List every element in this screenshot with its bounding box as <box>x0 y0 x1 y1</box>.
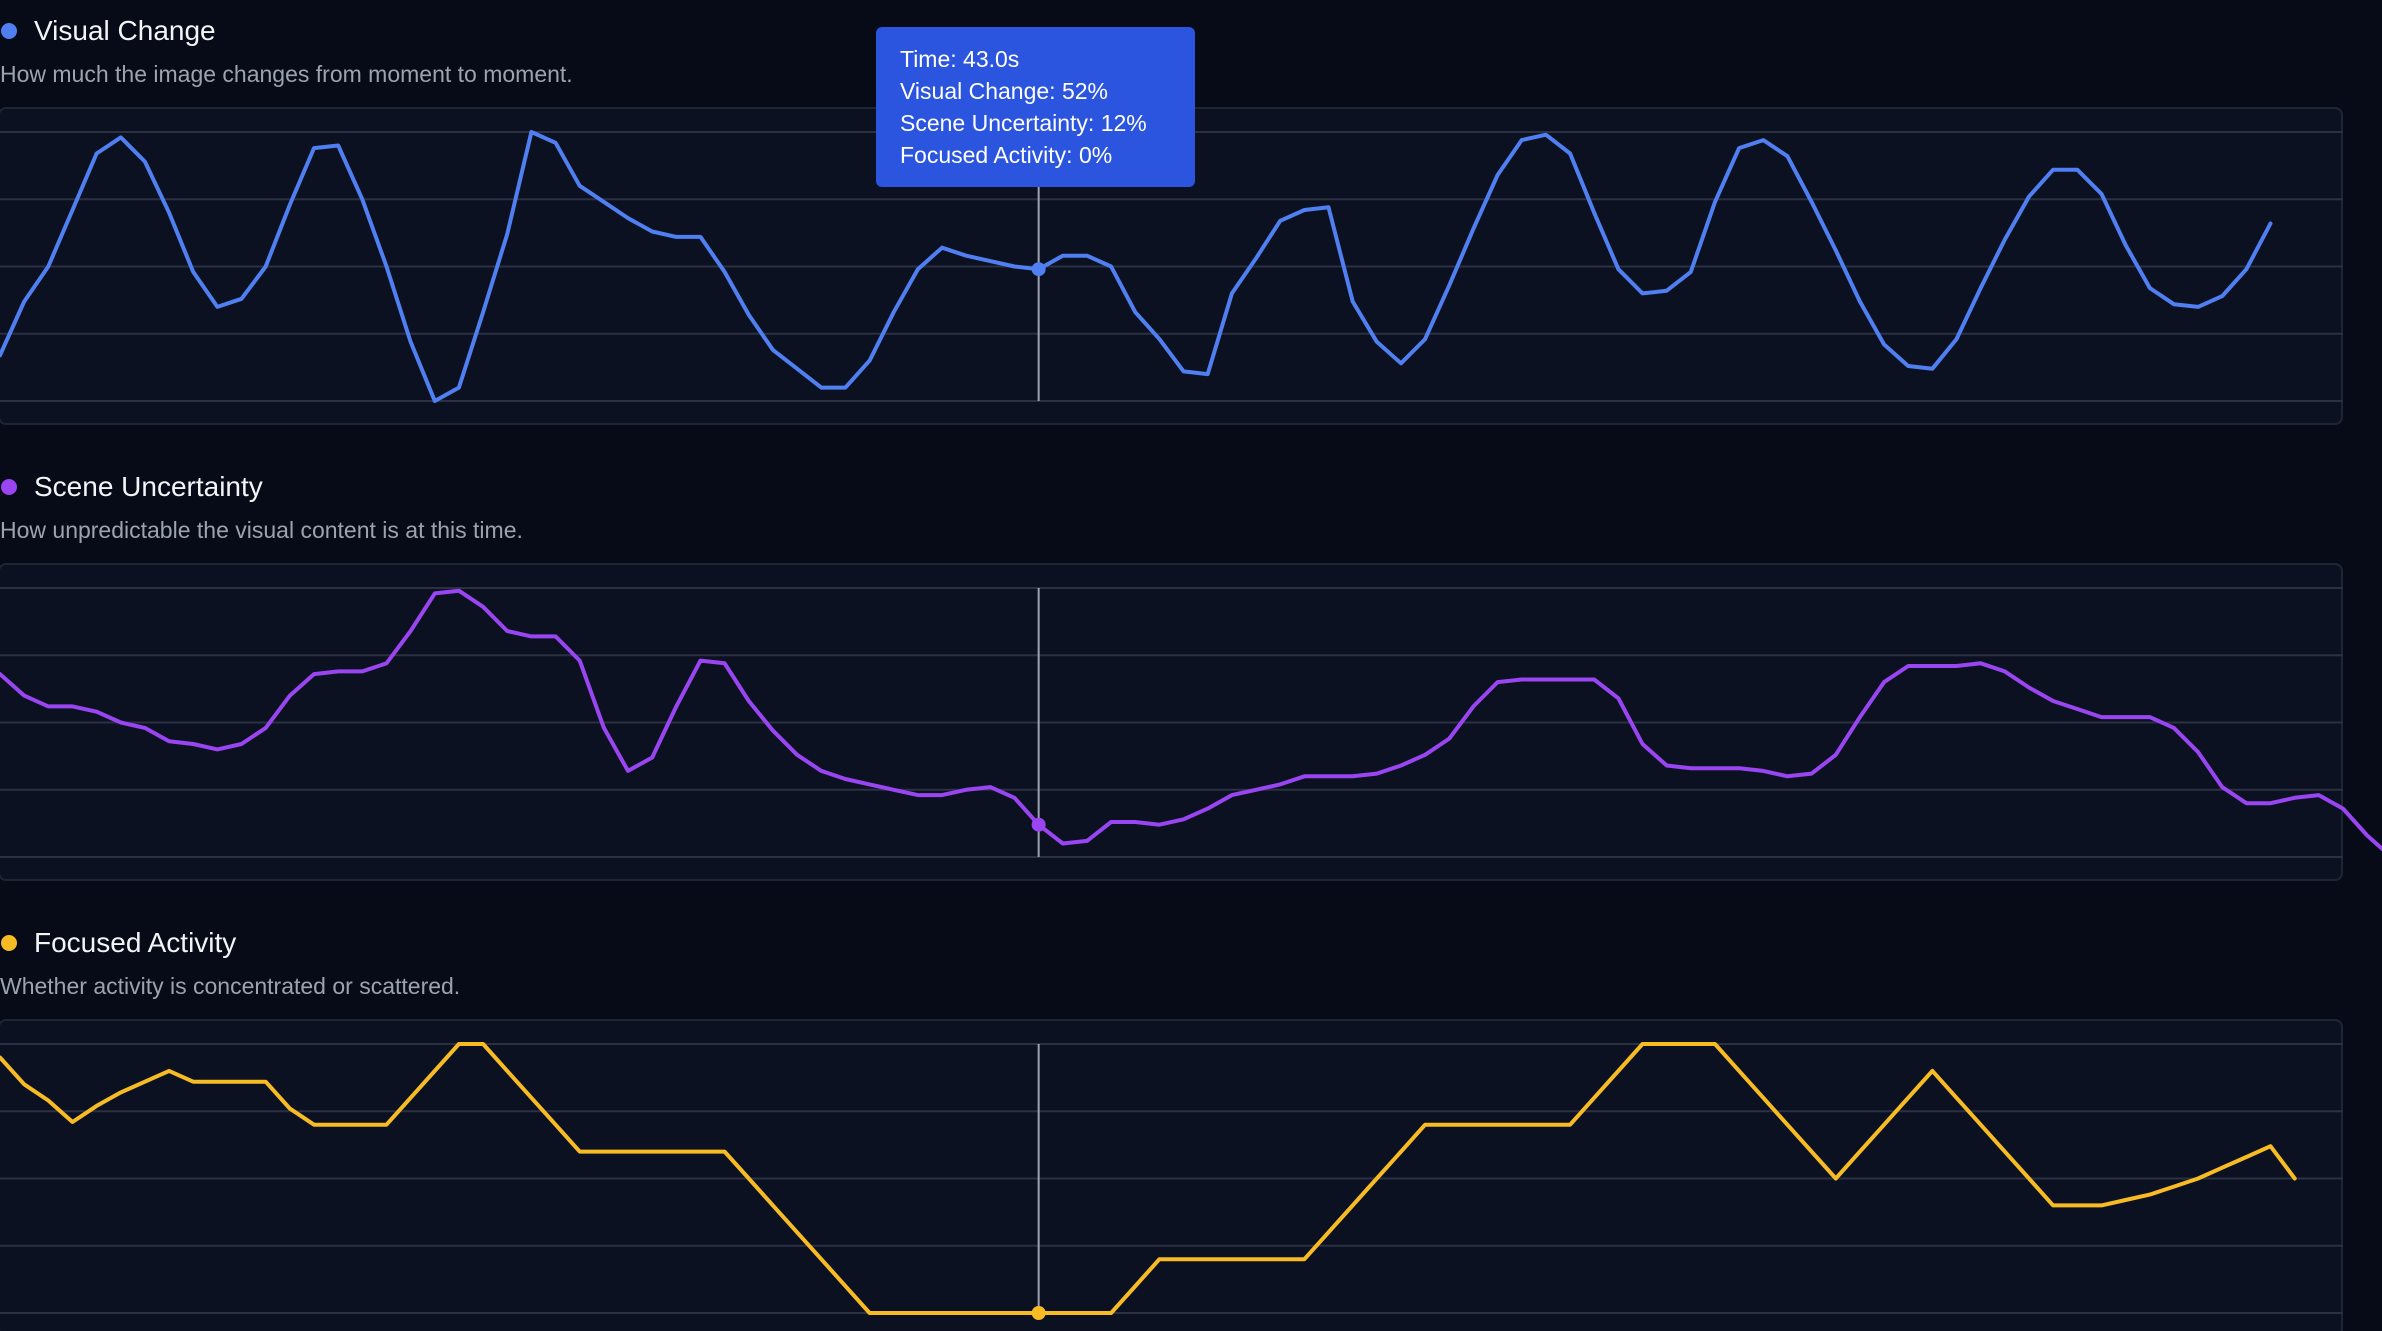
hover-tooltip: Time: 43.0s Visual Change: 52% Scene Unc… <box>876 27 1195 187</box>
scene-uncertainty-chart <box>0 587 2382 858</box>
visual-change-title: Visual Change <box>34 15 216 46</box>
scene-uncertainty-series-line <box>0 588 2382 852</box>
focused-activity-legend-dot <box>1 935 17 951</box>
visual-change-header: Visual Change How much the image changes… <box>0 13 573 89</box>
scene-uncertainty-header: Scene Uncertainty How unpredictable the … <box>0 469 523 545</box>
focused-activity-chart <box>0 1042 2343 1320</box>
visual-change-legend-dot <box>1 23 17 39</box>
tooltip-visual-change: Visual Change: 52% <box>900 78 1108 104</box>
focused-activity-series-line <box>0 1042 2297 1315</box>
focused-activity-header: Focused Activity Whether activity is con… <box>0 925 460 1001</box>
focused-activity-subtitle: Whether activity is concentrated or scat… <box>0 973 461 999</box>
tooltip-time: Time: 43.0s <box>900 46 1020 72</box>
focused-activity-plot-area[interactable] <box>0 1019 2343 1331</box>
focused-activity-title: Focused Activity <box>34 927 237 958</box>
scene-uncertainty-subtitle: How unpredictable the visual content is … <box>0 517 523 543</box>
visual-change-chart <box>0 130 2343 403</box>
scene-uncertainty-legend-dot <box>1 479 17 495</box>
tooltip-scene-uncertainty: Scene Uncertainty: 12% <box>900 110 1147 136</box>
scene-uncertainty-title: Scene Uncertainty <box>34 471 263 502</box>
visual-change-hover-point <box>1031 262 1046 277</box>
focused-activity-hover-point <box>1031 1306 1046 1320</box>
tooltip-focused-activity: Focused Activity: 0% <box>900 142 1113 168</box>
visual-change-series-line <box>0 130 2273 403</box>
visual-change-subtitle: How much the image changes from moment t… <box>0 61 573 87</box>
scene-uncertainty-hover-point <box>1031 817 1046 832</box>
